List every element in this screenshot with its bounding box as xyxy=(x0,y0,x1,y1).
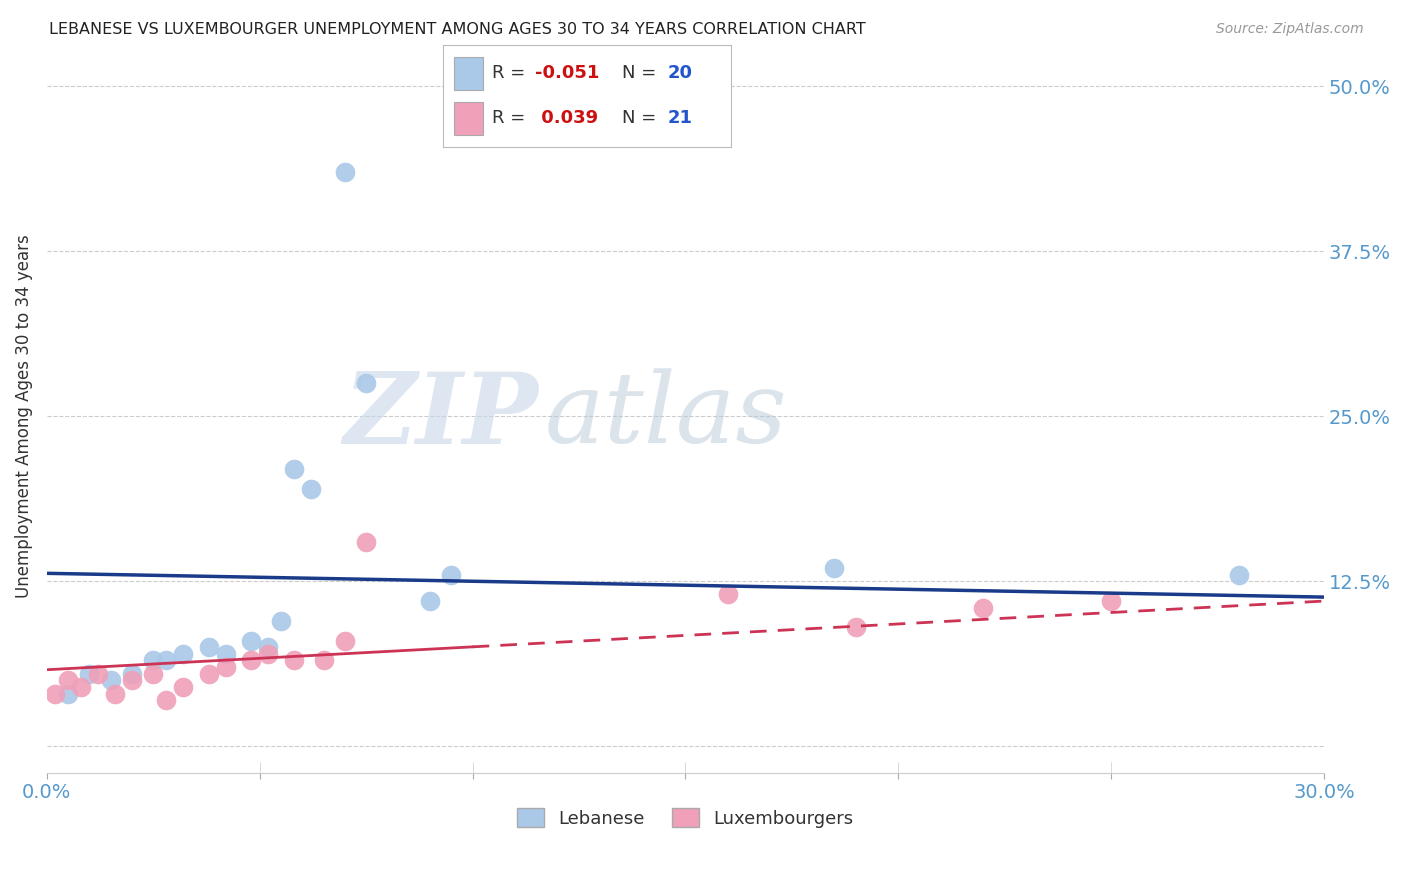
Point xyxy=(121,673,143,688)
Point xyxy=(172,647,194,661)
Text: 21: 21 xyxy=(668,110,693,128)
Point xyxy=(56,686,79,700)
Point xyxy=(104,686,127,700)
Text: Source: ZipAtlas.com: Source: ZipAtlas.com xyxy=(1216,22,1364,37)
Point xyxy=(283,462,305,476)
Point xyxy=(79,666,101,681)
Point xyxy=(354,534,377,549)
Point xyxy=(240,633,263,648)
Point xyxy=(823,561,845,575)
Point xyxy=(354,376,377,391)
Point xyxy=(312,653,335,667)
Legend: Lebanese, Luxembourgers: Lebanese, Luxembourgers xyxy=(510,801,860,835)
Point xyxy=(155,693,177,707)
Point xyxy=(215,660,238,674)
Point xyxy=(87,666,110,681)
Point xyxy=(419,594,441,608)
Point xyxy=(717,587,740,601)
Point xyxy=(972,600,994,615)
Text: 20: 20 xyxy=(668,64,693,82)
Point xyxy=(100,673,122,688)
Point xyxy=(142,666,165,681)
Point xyxy=(270,614,292,628)
Point xyxy=(197,640,219,655)
FancyBboxPatch shape xyxy=(454,102,484,135)
Text: ZIP: ZIP xyxy=(343,368,538,465)
Point xyxy=(155,653,177,667)
Point xyxy=(70,680,93,694)
Text: 0.039: 0.039 xyxy=(536,110,598,128)
FancyBboxPatch shape xyxy=(454,57,484,90)
Text: LEBANESE VS LUXEMBOURGER UNEMPLOYMENT AMONG AGES 30 TO 34 YEARS CORRELATION CHAR: LEBANESE VS LUXEMBOURGER UNEMPLOYMENT AM… xyxy=(49,22,866,37)
Point xyxy=(215,647,238,661)
Text: N =: N = xyxy=(621,64,655,82)
Point xyxy=(299,482,322,496)
Text: R =: R = xyxy=(492,64,524,82)
Point xyxy=(440,567,463,582)
Point xyxy=(121,666,143,681)
Text: atlas: atlas xyxy=(546,368,787,464)
Point xyxy=(56,673,79,688)
Point xyxy=(333,165,356,179)
Point xyxy=(240,653,263,667)
Text: N =: N = xyxy=(621,110,655,128)
Point xyxy=(1227,567,1250,582)
Point xyxy=(44,686,66,700)
Point xyxy=(172,680,194,694)
Point xyxy=(197,666,219,681)
Y-axis label: Unemployment Among Ages 30 to 34 years: Unemployment Among Ages 30 to 34 years xyxy=(15,235,32,598)
Text: -0.051: -0.051 xyxy=(536,64,599,82)
Text: R =: R = xyxy=(492,110,524,128)
Point xyxy=(845,620,868,634)
Point xyxy=(283,653,305,667)
Point xyxy=(333,633,356,648)
Point xyxy=(1099,594,1122,608)
Point xyxy=(257,640,280,655)
Point xyxy=(142,653,165,667)
Point xyxy=(257,647,280,661)
